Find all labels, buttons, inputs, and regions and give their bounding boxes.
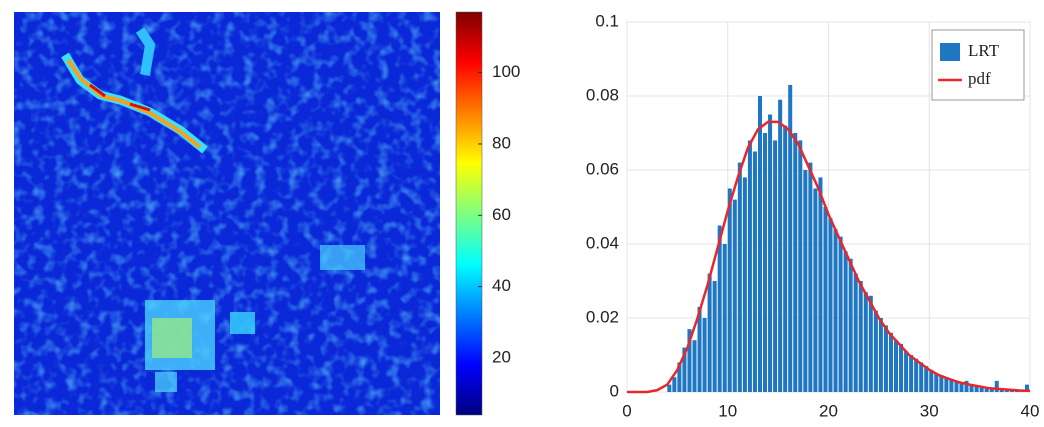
bar xyxy=(883,325,888,392)
bar xyxy=(798,140,803,392)
bar xyxy=(959,382,964,392)
bar xyxy=(682,347,687,392)
bar xyxy=(768,114,773,392)
bars xyxy=(667,84,1029,393)
bar xyxy=(732,199,737,392)
y-tick-label: 0.1 xyxy=(595,11,619,30)
bar xyxy=(717,225,722,392)
bar xyxy=(722,244,727,392)
bar xyxy=(833,229,838,392)
bar xyxy=(712,281,717,392)
x-tick-label: 10 xyxy=(718,401,737,420)
legend-swatch xyxy=(940,43,960,61)
bar xyxy=(737,162,742,392)
bar xyxy=(939,375,944,392)
bar xyxy=(929,369,934,392)
bar xyxy=(803,170,808,392)
colorbar-tick-label: 40 xyxy=(492,276,511,295)
bar xyxy=(677,362,682,392)
x-tick-label: 30 xyxy=(920,401,939,420)
bar xyxy=(848,258,853,392)
bar xyxy=(944,377,949,392)
bar xyxy=(863,292,868,392)
bar xyxy=(692,340,697,392)
colorbar-tick-label: 20 xyxy=(492,347,511,366)
bar xyxy=(853,273,858,392)
bar xyxy=(873,310,878,392)
bar xyxy=(1024,384,1029,392)
bar xyxy=(868,295,873,392)
bar xyxy=(773,140,778,392)
bar xyxy=(747,140,752,392)
bar xyxy=(727,188,732,392)
bar xyxy=(974,386,979,392)
bar xyxy=(793,133,798,392)
x-tick-label: 40 xyxy=(1021,401,1040,420)
bar xyxy=(788,84,793,393)
bar xyxy=(778,99,783,392)
bar xyxy=(813,188,818,392)
bar xyxy=(707,273,712,392)
x-tick-label: 20 xyxy=(819,401,838,420)
bar xyxy=(904,351,909,392)
bar xyxy=(752,151,757,392)
legend: LRT pdf xyxy=(931,29,1025,101)
y-tick-label: 0.06 xyxy=(586,159,619,178)
bar xyxy=(687,329,692,392)
bar xyxy=(954,380,959,392)
bar xyxy=(838,236,843,392)
bar xyxy=(742,177,747,392)
bar xyxy=(667,384,672,392)
bar xyxy=(823,207,828,392)
bar xyxy=(888,332,893,392)
bar xyxy=(843,251,848,392)
bar xyxy=(914,358,919,392)
bar xyxy=(783,125,788,392)
bar xyxy=(763,133,768,392)
y-tick-label: 0.02 xyxy=(586,307,619,326)
heatmap-image xyxy=(14,12,440,415)
bar xyxy=(949,379,954,392)
colorbar-tick-label: 80 xyxy=(492,133,511,152)
colorbar-tick-label: 60 xyxy=(492,205,511,224)
bar xyxy=(818,177,823,392)
bar xyxy=(702,318,707,392)
bar xyxy=(828,218,833,392)
bar xyxy=(934,373,939,392)
y-tick-label: 0.08 xyxy=(586,85,619,104)
bar xyxy=(1004,390,1009,392)
bar xyxy=(899,343,904,392)
bar xyxy=(984,388,989,392)
bar xyxy=(672,377,677,392)
bar xyxy=(994,380,999,392)
bar xyxy=(878,318,883,392)
y-tick-label: 0 xyxy=(610,381,619,400)
x-tick-label: 0 xyxy=(622,401,631,420)
colorbar xyxy=(455,11,483,416)
bar xyxy=(924,366,929,392)
bar xyxy=(808,162,813,392)
bar xyxy=(919,362,924,392)
bar xyxy=(964,380,969,392)
bar xyxy=(893,340,899,392)
legend-label: pdf xyxy=(968,69,991,88)
legend-label: LRT xyxy=(968,41,1000,60)
bar xyxy=(697,306,702,392)
colorbar-tick-label: 100 xyxy=(492,62,520,81)
bar xyxy=(979,386,984,392)
bar xyxy=(909,355,914,392)
bar xyxy=(989,388,994,392)
legend-box xyxy=(931,29,1025,101)
y-tick-label: 0.04 xyxy=(586,233,619,252)
bar xyxy=(757,96,763,392)
bar xyxy=(858,281,863,392)
pdf-line xyxy=(627,120,1031,394)
bar xyxy=(969,384,974,392)
